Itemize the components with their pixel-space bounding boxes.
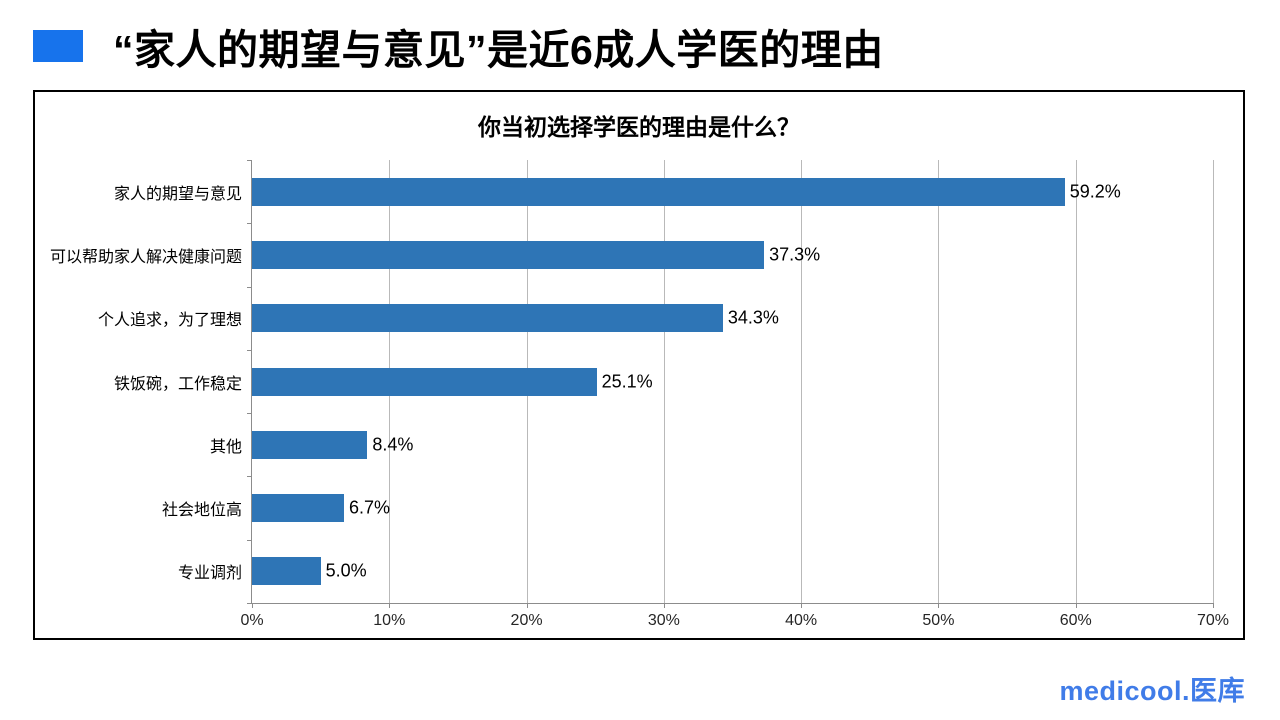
x-axis-tick-label: 40%	[785, 612, 818, 629]
category-label: 其他	[209, 438, 242, 456]
x-axis-tick-label: 20%	[510, 612, 543, 629]
y-axis-tick	[247, 603, 252, 604]
gridline	[1213, 160, 1214, 603]
x-axis-tick	[389, 603, 391, 608]
y-axis-tick	[247, 413, 252, 415]
category-label: 个人追求，为了理想	[97, 312, 242, 330]
x-axis-tick-label: 0%	[240, 612, 264, 629]
category-label: 家人的期望与意见	[113, 185, 242, 203]
value-label: 25.1%	[601, 371, 653, 391]
y-axis-tick	[247, 223, 252, 225]
value-label: 34.3%	[727, 307, 779, 328]
x-axis-tick	[252, 603, 253, 608]
value-label: 5.0%	[325, 560, 367, 581]
y-axis-tick	[247, 286, 252, 288]
value-label: 6.7%	[348, 497, 390, 518]
value-label: 37.3%	[769, 244, 821, 265]
title-accent-square	[33, 30, 83, 62]
bar	[252, 367, 597, 396]
bar	[252, 240, 765, 269]
plot-area: 0% 10% 20% 30% 40% 50% 60% 70% 家人的期望与意见 59.2% 可以帮助…	[50, 160, 1229, 629]
x-axis-tick-label: 70%	[1196, 612, 1230, 629]
x-axis-tick	[526, 603, 528, 608]
x-axis-tick	[938, 603, 940, 608]
bar	[252, 304, 723, 333]
y-axis-tick	[247, 476, 252, 478]
page-title: “家人的期望与意见”是近6成人学医的理由	[113, 27, 884, 73]
bar	[252, 557, 321, 586]
chart-frame: 你当初选择学医的理由是什么？ 0% 10% 20% 30% 40% 50% 60% 70% 家人…	[33, 90, 1245, 640]
x-axis-tick	[1075, 603, 1077, 608]
category-label: 社会地位高	[161, 502, 242, 520]
x-axis-tick	[1213, 603, 1214, 608]
medicool-logo: medicool.医库	[1059, 676, 1245, 706]
gridline	[938, 160, 940, 603]
gridline	[801, 160, 803, 603]
value-label: 8.4%	[372, 434, 414, 455]
x-axis-tick-label: 50%	[922, 612, 955, 629]
x-axis-tick	[663, 603, 665, 608]
bar	[252, 494, 344, 523]
category-label: 铁饭碗，工作稳定	[113, 375, 242, 393]
category-label: 可以帮助家人解决健康问题	[49, 248, 242, 266]
y-axis-tick	[247, 539, 252, 541]
x-axis-tick-label: 30%	[647, 612, 680, 629]
gridline	[663, 160, 665, 603]
x-axis-tick-label: 10%	[373, 612, 406, 629]
page-header: “家人的期望与意见”是近6成人学医的理由	[33, 20, 884, 73]
gridline	[1075, 160, 1077, 603]
bar	[252, 177, 1065, 206]
value-label: 59.2%	[1069, 181, 1121, 202]
chart-title: 你当初选择学医的理由是什么？	[478, 114, 800, 140]
y-axis-tick	[247, 349, 252, 351]
bar	[252, 430, 368, 459]
x-axis-tick	[801, 603, 803, 608]
x-axis-tick-label: 60%	[1059, 612, 1092, 629]
category-label: 专业调剂	[177, 565, 242, 583]
y-axis-tick	[247, 160, 252, 161]
